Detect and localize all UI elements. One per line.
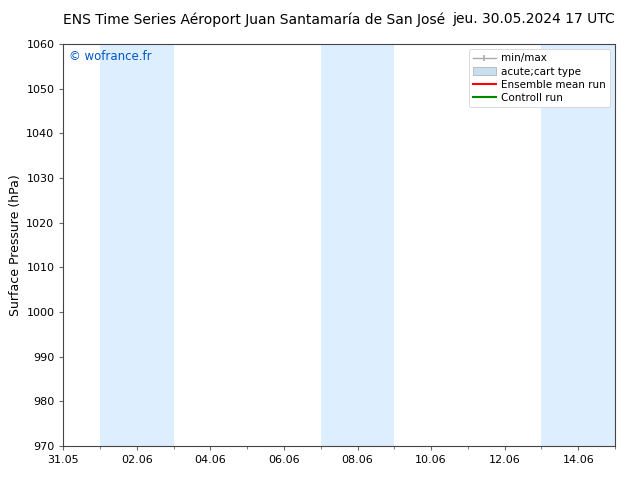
Bar [541, 44, 615, 446]
Bar [321, 44, 394, 446]
Legend: min/max, acute;cart type, Ensemble mean run, Controll run: min/max, acute;cart type, Ensemble mean … [469, 49, 610, 107]
Y-axis label: Surface Pressure (hPa): Surface Pressure (hPa) [9, 174, 22, 316]
Bar [100, 44, 174, 446]
Text: ENS Time Series Aéroport Juan Santamaría de San José: ENS Time Series Aéroport Juan Santamaría… [63, 12, 446, 27]
Text: © wofrance.fr: © wofrance.fr [69, 50, 152, 63]
Text: jeu. 30.05.2024 17 UTC: jeu. 30.05.2024 17 UTC [452, 12, 615, 26]
